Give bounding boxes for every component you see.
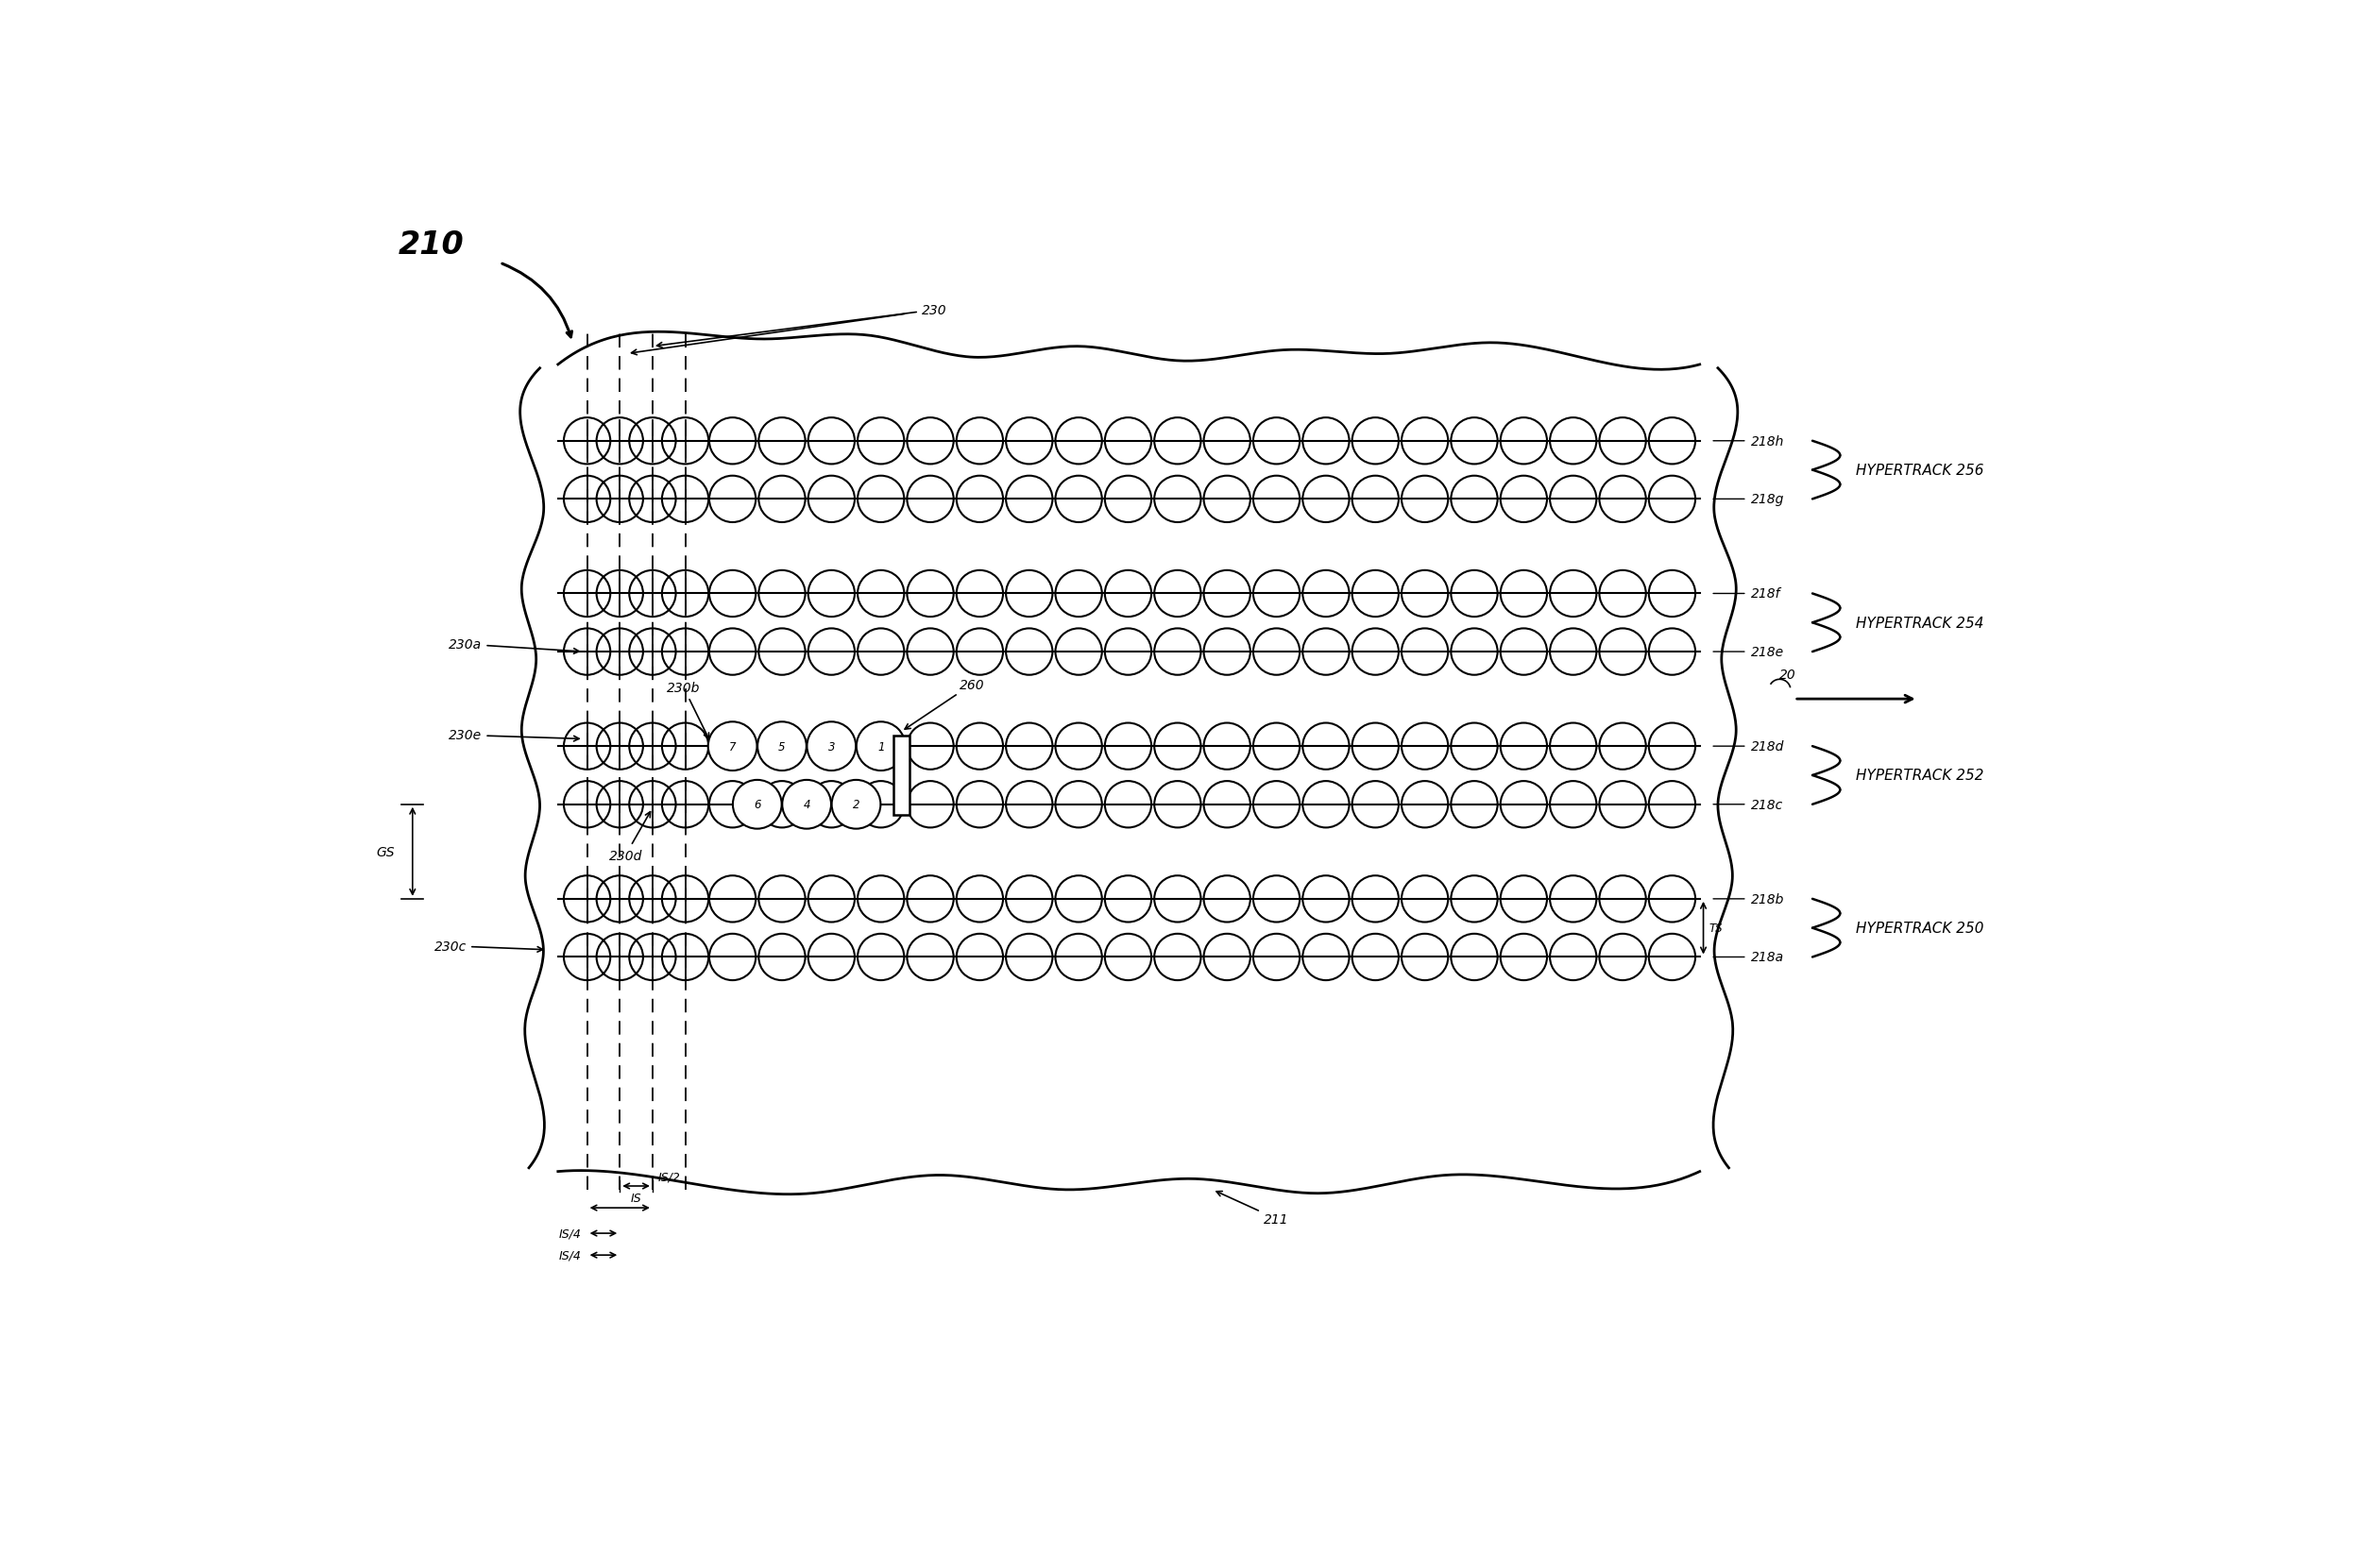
Text: 230e: 230e (450, 729, 578, 743)
Text: IS/4: IS/4 (559, 1227, 581, 1239)
Text: 218d: 218d (1752, 740, 1785, 754)
Text: 4: 4 (802, 798, 809, 811)
Circle shape (783, 780, 831, 829)
Circle shape (857, 723, 904, 770)
Circle shape (733, 780, 781, 829)
Text: 1: 1 (878, 741, 885, 752)
Text: 6: 6 (754, 798, 762, 811)
Circle shape (831, 780, 881, 829)
Text: 218b: 218b (1752, 892, 1785, 906)
Text: 20: 20 (1780, 667, 1797, 681)
Text: HYPERTRACK 250: HYPERTRACK 250 (1856, 922, 1985, 935)
Text: HYPERTRACK 256: HYPERTRACK 256 (1856, 464, 1985, 478)
Text: 210: 210 (397, 230, 464, 260)
Text: 218g: 218g (1752, 493, 1785, 505)
Bar (892, 735, 909, 815)
Text: 211: 211 (1216, 1191, 1288, 1225)
Circle shape (757, 723, 807, 770)
Text: HYPERTRACK 254: HYPERTRACK 254 (1856, 616, 1985, 630)
Text: TS: TS (1709, 922, 1723, 934)
Text: IS/4: IS/4 (559, 1250, 581, 1262)
Text: 2: 2 (852, 798, 859, 811)
Text: IS: IS (631, 1193, 643, 1205)
Circle shape (807, 723, 857, 770)
Text: IS/2: IS/2 (657, 1170, 681, 1182)
Text: HYPERTRACK 252: HYPERTRACK 252 (1856, 769, 1985, 783)
Text: 218e: 218e (1752, 646, 1783, 658)
Text: 5: 5 (778, 741, 785, 752)
Text: 218f: 218f (1752, 587, 1780, 601)
Text: 230: 230 (657, 304, 947, 348)
Text: 218c: 218c (1752, 798, 1783, 811)
Text: 230c: 230c (433, 940, 543, 952)
Text: 7: 7 (728, 741, 735, 752)
Text: 260: 260 (904, 678, 985, 729)
Text: 218h: 218h (1752, 435, 1785, 448)
Circle shape (709, 723, 757, 770)
Text: 230a: 230a (450, 638, 578, 653)
Text: 230b: 230b (666, 681, 709, 740)
Text: GS: GS (376, 846, 395, 858)
Text: 230d: 230d (609, 812, 650, 861)
Text: 218a: 218a (1752, 951, 1783, 965)
Text: 3: 3 (828, 741, 835, 752)
